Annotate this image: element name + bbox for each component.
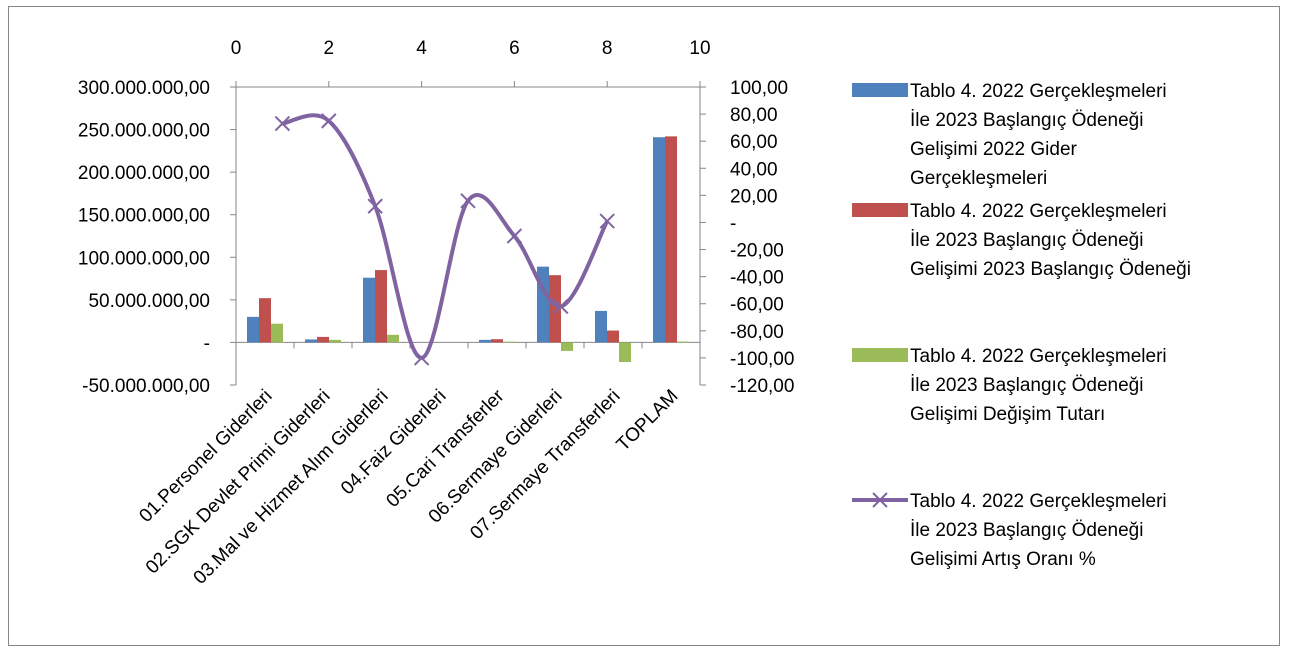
bar bbox=[561, 342, 573, 351]
legend-marker bbox=[872, 492, 888, 508]
bar bbox=[607, 330, 619, 343]
y-right-tick-label: -100,00 bbox=[730, 349, 794, 370]
bar bbox=[387, 334, 399, 343]
y-left-tick-label: 150.000.000,00 bbox=[78, 206, 210, 227]
x-top-tick-label: 2 bbox=[324, 38, 335, 59]
legend-swatch bbox=[852, 203, 908, 217]
y-right-tick-label: 40,00 bbox=[730, 159, 778, 180]
bar bbox=[479, 339, 491, 343]
legend-label: İle 2023 Başlangıç Ödeneği bbox=[910, 110, 1143, 131]
bar bbox=[271, 323, 283, 343]
line-point-marker bbox=[553, 298, 569, 315]
x-top-tick-label: 6 bbox=[509, 38, 520, 59]
y-left-tick-label: 250.000.000,00 bbox=[78, 121, 210, 142]
bar bbox=[619, 342, 631, 363]
bar bbox=[329, 339, 341, 343]
y-left-tick-label: -50.000.000,00 bbox=[82, 376, 210, 397]
bar bbox=[375, 270, 387, 343]
bar bbox=[363, 277, 375, 343]
y-right-tick-label: 100,00 bbox=[730, 78, 788, 99]
legend-label: Tablo 4. 2022 Gerçekleşmeleri bbox=[910, 81, 1167, 102]
line-point-marker bbox=[460, 193, 476, 209]
x-top-tick-label: 4 bbox=[416, 38, 427, 59]
legend-swatch bbox=[852, 83, 908, 97]
bar bbox=[595, 310, 607, 343]
line-point-marker bbox=[413, 350, 430, 366]
x-top-tick-label: 10 bbox=[689, 38, 710, 59]
bar bbox=[317, 336, 329, 343]
y-left-tick-label: - bbox=[204, 333, 210, 354]
y-left-tick-label: 100.000.000,00 bbox=[78, 248, 210, 269]
y-right-tick-label: -40,00 bbox=[730, 268, 784, 289]
legend-swatch bbox=[852, 348, 908, 362]
bar bbox=[305, 339, 317, 343]
x-category-label: 04.Faiz Giderleri bbox=[337, 386, 450, 499]
y-right-tick-label: 20,00 bbox=[730, 186, 778, 207]
y-right-tick-label: 80,00 bbox=[730, 105, 778, 126]
y-right-tick-label: -20,00 bbox=[730, 241, 784, 262]
y-left-tick-label: 300.000.000,00 bbox=[78, 78, 210, 99]
y-left-tick-label: 200.000.000,00 bbox=[78, 163, 210, 184]
chart-frame bbox=[8, 6, 1280, 646]
bar bbox=[677, 341, 689, 343]
y-right-tick-label: -120,00 bbox=[730, 376, 794, 397]
bar bbox=[491, 339, 503, 343]
legend-label: Gerçekleşmeleri bbox=[910, 168, 1047, 189]
y-left-tick-label: 50.000.000,00 bbox=[88, 291, 210, 312]
legend-label: Gelişimi Artış Oranı % bbox=[910, 549, 1096, 570]
line-point-marker bbox=[367, 198, 383, 214]
line-point-marker bbox=[274, 115, 291, 132]
legend-label: Gelişimi 2023 Başlangıç Ödeneği bbox=[910, 259, 1191, 280]
x-top-tick-label: 0 bbox=[231, 38, 242, 59]
line-point-marker bbox=[321, 113, 337, 129]
line-point-marker bbox=[599, 213, 615, 229]
bar bbox=[549, 275, 561, 343]
y-right-tick-label: -60,00 bbox=[730, 295, 784, 316]
y-right-tick-label: 60,00 bbox=[730, 132, 778, 153]
series-line-artis-orani bbox=[281, 113, 609, 360]
legend-label: Tablo 4. 2022 Gerçekleşmeleri bbox=[910, 201, 1167, 222]
x-category-label: TOPLAM bbox=[613, 386, 683, 456]
legend-label: İle 2023 Başlangıç Ödeneği bbox=[910, 375, 1143, 396]
legend-label: İle 2023 Başlangıç Ödeneği bbox=[910, 230, 1143, 251]
legend-label: İle 2023 Başlangıç Ödeneği bbox=[910, 520, 1143, 541]
bar bbox=[503, 341, 515, 343]
legend-label: Tablo 4. 2022 Gerçekleşmeleri bbox=[910, 491, 1167, 512]
bar bbox=[653, 137, 665, 343]
legend-label: Gelişimi 2022 Gider bbox=[910, 139, 1078, 160]
bar bbox=[247, 316, 259, 343]
bar bbox=[259, 298, 271, 343]
bar bbox=[665, 136, 677, 343]
y-right-tick-label: - bbox=[730, 213, 736, 234]
line-point-marker bbox=[506, 228, 523, 244]
x-top-tick-label: 8 bbox=[602, 38, 613, 59]
legend-label: Tablo 4. 2022 Gerçekleşmeleri bbox=[910, 346, 1167, 367]
y-right-tick-label: -80,00 bbox=[730, 322, 784, 343]
legend-label: Gelişimi Değişim Tutarı bbox=[910, 404, 1105, 425]
